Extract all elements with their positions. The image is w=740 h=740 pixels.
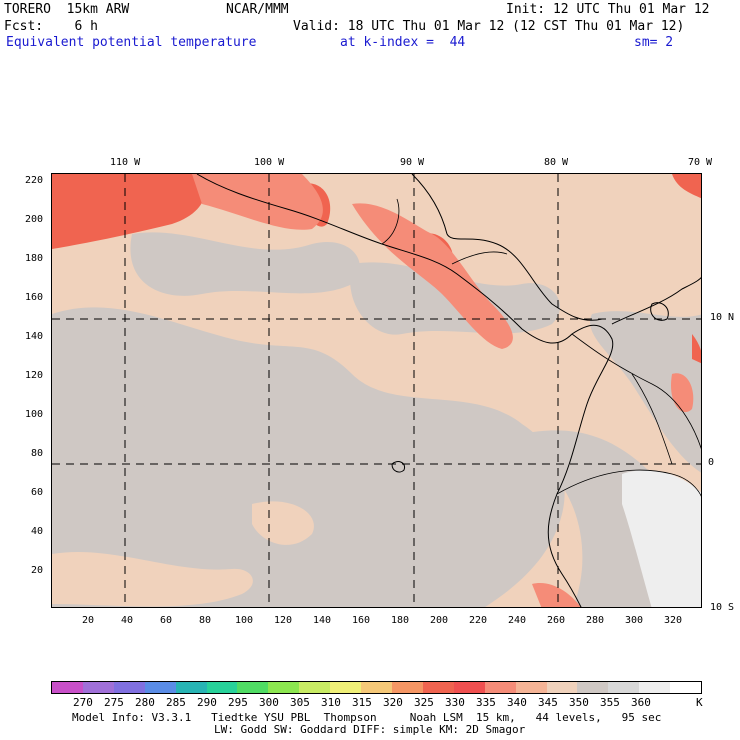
x-tick: 300 bbox=[625, 615, 644, 626]
colorbar-label: 305 bbox=[290, 696, 310, 709]
theta-e-map bbox=[51, 173, 702, 608]
x-tick: 240 bbox=[508, 615, 527, 626]
colorbar-segment bbox=[515, 682, 547, 693]
colorbar-segment bbox=[268, 682, 300, 693]
y-tick: 140 bbox=[24, 331, 43, 342]
colorbar-label: 315 bbox=[352, 696, 372, 709]
lon-label-110w: 110 W bbox=[110, 157, 141, 168]
colorbar-segment bbox=[144, 682, 176, 693]
y-tick: 100 bbox=[24, 409, 43, 420]
x-tick: 40 bbox=[121, 615, 134, 626]
colorbar-label: 290 bbox=[197, 696, 217, 709]
colorbar-segment bbox=[82, 682, 114, 693]
colorbar-label: 285 bbox=[166, 696, 186, 709]
warm-strips bbox=[52, 501, 314, 607]
map-canvas bbox=[52, 174, 701, 607]
colorbar-label: 360 bbox=[631, 696, 651, 709]
colorbar-segment bbox=[577, 682, 609, 693]
x-tick: 180 bbox=[391, 615, 410, 626]
model-info-line1: Model Info: V3.3.1 Tiedtke YSU PBL Thomp… bbox=[72, 711, 662, 724]
colorbar-segment bbox=[484, 682, 516, 693]
x-tick: 200 bbox=[430, 615, 449, 626]
colorbar-label: 355 bbox=[600, 696, 620, 709]
colorbar-segment bbox=[608, 682, 640, 693]
colorbar-segment bbox=[391, 682, 423, 693]
x-tick: 60 bbox=[160, 615, 173, 626]
forecast-hour: Fcst: 6 h bbox=[4, 19, 98, 34]
x-tick: 220 bbox=[469, 615, 488, 626]
colorbar-segment bbox=[670, 682, 702, 693]
y-tick: 80 bbox=[30, 448, 43, 459]
colorbar-label: 275 bbox=[104, 696, 124, 709]
colorbar-label: 320 bbox=[383, 696, 403, 709]
lat-label-10n: 10 N bbox=[710, 312, 735, 323]
x-tick: 320 bbox=[664, 615, 683, 626]
model-info-line2: LW: Godd SW: Goddard DIFF: simple KM: 2D… bbox=[214, 723, 526, 736]
colorbar-segment bbox=[546, 682, 578, 693]
colorbar-segment bbox=[113, 682, 145, 693]
country-borders bbox=[381, 198, 701, 498]
y-tick: 180 bbox=[24, 253, 43, 264]
colorbar-segment bbox=[52, 682, 83, 693]
colorbar-label: 270 bbox=[73, 696, 93, 709]
colorbar-label: 280 bbox=[135, 696, 155, 709]
valid-time: Valid: 18 UTC Thu 01 Mar 12 (12 CST Thu … bbox=[293, 19, 685, 34]
lat-label-0: 0 bbox=[708, 457, 715, 468]
init-time: Init: 12 UTC Thu 01 Mar 12 bbox=[506, 2, 710, 17]
model-title: TORERO 15km ARW bbox=[4, 2, 130, 17]
x-tick: 140 bbox=[313, 615, 332, 626]
y-tick: 120 bbox=[24, 370, 43, 381]
x-tick: 20 bbox=[82, 615, 95, 626]
colorbar-label: 300 bbox=[259, 696, 279, 709]
colorbar-segment bbox=[299, 682, 331, 693]
y-tick: 60 bbox=[30, 487, 43, 498]
colorbar-segment bbox=[206, 682, 238, 693]
lon-label-70w: 70 W bbox=[688, 157, 713, 168]
colorbar-label: 310 bbox=[321, 696, 341, 709]
x-tick: 280 bbox=[586, 615, 605, 626]
light-field-region bbox=[622, 470, 701, 607]
colorbar-label: 345 bbox=[538, 696, 558, 709]
lon-label-80w: 80 W bbox=[544, 157, 569, 168]
x-tick: 260 bbox=[547, 615, 566, 626]
colorbar-segment bbox=[361, 682, 392, 693]
lat-label-10s: 10 S bbox=[710, 602, 735, 613]
gray-field-regions bbox=[52, 232, 701, 607]
level-label: at k-index = 44 bbox=[340, 35, 466, 50]
colorbar-label: 340 bbox=[507, 696, 527, 709]
colorbar-segment bbox=[330, 682, 362, 693]
colorbar-unit: K bbox=[696, 696, 703, 709]
y-tick: 200 bbox=[24, 214, 43, 225]
org-label: NCAR/MMM bbox=[226, 2, 289, 17]
colorbar-label: 335 bbox=[476, 696, 496, 709]
graticule bbox=[52, 174, 701, 607]
field-name: Equivalent potential temperature bbox=[6, 35, 257, 50]
coastlines bbox=[196, 174, 701, 607]
colorbar-segment bbox=[639, 682, 671, 693]
colorbar-segment bbox=[175, 682, 207, 693]
x-tick: 80 bbox=[199, 615, 212, 626]
lon-label-100w: 100 W bbox=[254, 157, 285, 168]
colorbar bbox=[51, 681, 702, 694]
smoothing-label: sm= 2 bbox=[634, 35, 674, 50]
colorbar-segment bbox=[422, 682, 454, 693]
y-tick: 160 bbox=[24, 292, 43, 303]
x-tick: 100 bbox=[235, 615, 254, 626]
x-tick: 160 bbox=[352, 615, 371, 626]
colorbar-label: 325 bbox=[414, 696, 434, 709]
x-tick: 120 bbox=[274, 615, 293, 626]
colorbar-label: 350 bbox=[569, 696, 589, 709]
y-tick: 40 bbox=[30, 526, 43, 537]
colorbar-segment bbox=[453, 682, 485, 693]
colorbar-label: 330 bbox=[445, 696, 465, 709]
lon-label-90w: 90 W bbox=[400, 157, 425, 168]
y-tick: 20 bbox=[30, 565, 43, 576]
y-tick: 220 bbox=[24, 175, 43, 186]
colorbar-label: 295 bbox=[228, 696, 248, 709]
colorbar-segment bbox=[237, 682, 269, 693]
